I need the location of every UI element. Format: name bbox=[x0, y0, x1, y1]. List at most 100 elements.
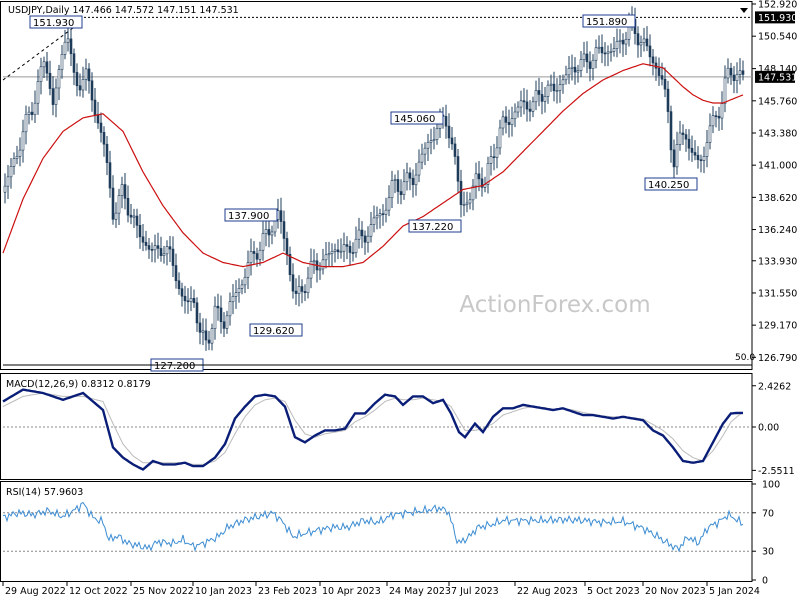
candle-body bbox=[723, 77, 727, 104]
candle-body bbox=[357, 229, 361, 240]
price-annotation-box bbox=[29, 15, 83, 29]
candle-body bbox=[3, 185, 7, 193]
candle-body bbox=[390, 180, 394, 199]
fifty-label: 50.0 bbox=[735, 353, 755, 363]
candle-body bbox=[711, 115, 715, 127]
candle-body bbox=[9, 166, 13, 178]
candle-body bbox=[474, 173, 478, 187]
rsi-tick-label: 100 bbox=[762, 480, 780, 491]
candle-body bbox=[51, 88, 55, 105]
candle-body bbox=[132, 215, 136, 218]
candle-body bbox=[606, 51, 610, 54]
candle-body bbox=[201, 330, 205, 333]
candle-body bbox=[327, 253, 331, 256]
candle-body bbox=[303, 291, 307, 294]
candle-body bbox=[696, 154, 700, 161]
candle-body bbox=[603, 52, 607, 55]
candle-body bbox=[96, 114, 100, 124]
candle-body bbox=[405, 172, 409, 183]
candle-body bbox=[162, 253, 166, 256]
rsi-line bbox=[2, 501, 744, 553]
candle-body bbox=[654, 62, 658, 69]
candles-group bbox=[3, 6, 745, 351]
candle-body bbox=[219, 307, 223, 323]
price-annotation-box bbox=[249, 323, 303, 337]
candle-body bbox=[435, 128, 439, 140]
candle-body bbox=[594, 47, 598, 61]
candle-body bbox=[663, 78, 667, 90]
candle-body bbox=[498, 127, 502, 149]
candle-body bbox=[612, 48, 616, 52]
candle-body bbox=[81, 79, 85, 91]
candle-body bbox=[717, 115, 721, 119]
candle-body bbox=[702, 156, 706, 161]
candle-body bbox=[624, 38, 628, 45]
candle-body bbox=[333, 249, 337, 252]
candle-body bbox=[675, 144, 679, 168]
candle-body bbox=[540, 94, 544, 102]
candle-body bbox=[369, 224, 373, 237]
price-annotation-box bbox=[390, 111, 444, 125]
candle-body bbox=[93, 99, 97, 115]
date-tick-label: 24 May 2023 bbox=[389, 586, 451, 597]
candle-body bbox=[456, 156, 460, 182]
candle-body bbox=[261, 233, 265, 251]
candle-body bbox=[552, 83, 556, 92]
candle-body bbox=[546, 84, 550, 97]
candle-body bbox=[123, 184, 127, 199]
candle-body bbox=[729, 67, 733, 76]
candle-body bbox=[411, 177, 415, 186]
candle-body bbox=[399, 191, 403, 195]
rsi-tick-label: 0 bbox=[762, 576, 768, 587]
candle-body bbox=[150, 249, 154, 251]
macd-title: MACD(12,26,9) 0.8312 0.8179 bbox=[6, 379, 151, 390]
candle-body bbox=[429, 140, 433, 143]
candle-body bbox=[609, 50, 613, 53]
candle-body bbox=[48, 72, 52, 89]
candle-body bbox=[249, 251, 253, 264]
candle-body bbox=[513, 111, 517, 120]
price-annotation-label: 151.930 bbox=[33, 18, 74, 29]
price-annotation-label: 151.890 bbox=[586, 17, 627, 28]
candle-body bbox=[477, 173, 481, 180]
candle-body bbox=[99, 122, 103, 133]
candle-body bbox=[588, 61, 592, 69]
price-tick-label: 145.760 bbox=[758, 96, 797, 107]
candle-body bbox=[66, 38, 70, 43]
candle-body bbox=[378, 213, 382, 217]
candle-body bbox=[174, 265, 178, 282]
candle-body bbox=[432, 139, 436, 141]
date-tick-label: 20 Nov 2023 bbox=[645, 586, 706, 597]
candle-body bbox=[447, 125, 451, 139]
candle-body bbox=[147, 245, 151, 250]
candle-body bbox=[297, 286, 301, 294]
candle-body bbox=[15, 156, 19, 159]
candle-body bbox=[321, 259, 325, 270]
candle-body bbox=[240, 284, 244, 289]
price-annotation-box bbox=[224, 208, 278, 222]
candle-body bbox=[720, 103, 724, 119]
candle-body bbox=[543, 96, 547, 102]
candle-body bbox=[27, 111, 31, 115]
candle-body bbox=[618, 39, 622, 42]
price-annotation-box bbox=[408, 219, 462, 233]
candle-body bbox=[375, 215, 379, 219]
date-tick-label: 10 Apr 2023 bbox=[322, 586, 381, 597]
candle-body bbox=[309, 261, 313, 279]
candle-body bbox=[213, 305, 217, 329]
macd-tick-label: 0.00 bbox=[758, 423, 779, 434]
candle-body bbox=[264, 229, 268, 234]
candle-body bbox=[528, 108, 532, 112]
candle-body bbox=[615, 41, 619, 49]
current-price-label: 147.531 bbox=[758, 72, 797, 83]
price-annotation-label: 140.250 bbox=[648, 180, 689, 191]
candle-body bbox=[177, 280, 181, 290]
candle-body bbox=[210, 328, 214, 344]
candle-body bbox=[465, 202, 469, 205]
candle-body bbox=[189, 298, 193, 302]
candle-body bbox=[714, 115, 718, 117]
candle-body bbox=[516, 106, 520, 113]
price-tick-label: 136.240 bbox=[758, 225, 797, 236]
candle-body bbox=[645, 38, 649, 47]
candle-body bbox=[144, 241, 148, 246]
